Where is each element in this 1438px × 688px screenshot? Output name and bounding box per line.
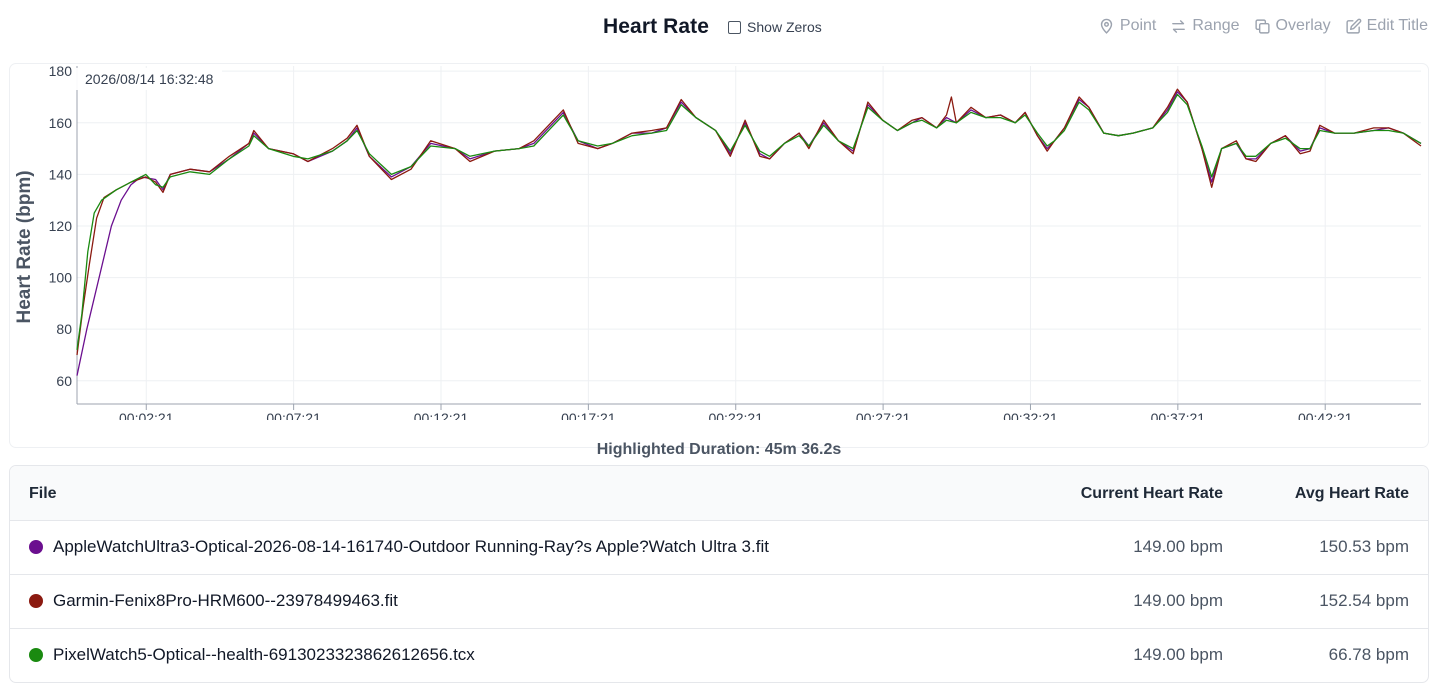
highlighted-duration: Highlighted Duration: 45m 36.2s (596, 441, 842, 458)
y-axis-label: Heart Rate (bpm) (14, 170, 35, 323)
series-color-dot (29, 540, 43, 554)
show-zeros-checkbox[interactable] (728, 20, 742, 34)
table-row[interactable]: PixelWatch5-Optical--health-691302332386… (10, 629, 1428, 682)
x-tick-label: 00:17:21 (561, 410, 616, 420)
x-tick-label: 00:27:21 (856, 410, 911, 420)
table-row[interactable]: Garmin-Fenix8Pro-HRM600--23978499463.fit… (10, 575, 1428, 629)
chart-title: Heart Rate (603, 15, 710, 38)
x-tick-label: 00:07:21 (266, 410, 321, 420)
chart-panel[interactable] (9, 63, 1429, 448)
current-heart-rate: 149.00 bpm (1133, 645, 1223, 664)
header-avg-heart-rate[interactable]: Avg Heart Rate (1294, 485, 1409, 502)
header-file[interactable]: File (29, 485, 57, 502)
x-tick-label: 00:32:21 (1003, 410, 1058, 420)
x-tick-label: 00:02:21 (119, 410, 174, 420)
file-name: AppleWatchUltra3-Optical-2026-08-14-1617… (53, 537, 769, 556)
arrows-exchange-icon (1172, 19, 1186, 33)
chart-toolbar: Point Range Overlay Edit Title (1098, 17, 1428, 35)
series-color-dot (29, 594, 43, 608)
files-table: File Current Heart Rate Avg Heart Rate A… (9, 465, 1429, 683)
map-pin-icon (1100, 18, 1113, 34)
chart-header: Heart Rate Show Zeros Point Range Overla… (0, 0, 1438, 58)
show-zeros-label: Show Zeros (747, 19, 822, 35)
overlay-label: Overlay (1275, 17, 1331, 34)
edit-title-label: Edit Title (1366, 17, 1428, 34)
edit-icon (1346, 18, 1361, 34)
series-line-1 (76, 91, 1422, 376)
heart-rate-chart[interactable]: 60 80 100 120 140 160 180 00:02:21 00:07:21 00:12… (0, 0, 1438, 420)
avg-heart-rate: 152.54 bpm (1319, 591, 1409, 610)
edit-title-button[interactable]: Edit Title (1345, 17, 1428, 35)
file-name: Garmin-Fenix8Pro-HRM600--23978499463.fit (53, 591, 398, 610)
avg-heart-rate: 150.53 bpm (1319, 537, 1409, 556)
current-heart-rate: 149.00 bpm (1133, 591, 1223, 610)
x-tick-label: 00:37:21 (1151, 410, 1206, 420)
y-tick-label: 140 (49, 166, 73, 182)
header-current-heart-rate[interactable]: Current Heart Rate (1080, 485, 1223, 502)
x-tick-label: 00:42:21 (1298, 410, 1353, 420)
y-tick-label: 120 (49, 218, 73, 234)
y-tick-label: 100 (49, 270, 73, 286)
timestamp-tooltip: 2026/08/14 16:32:48 (76, 68, 223, 90)
table-row[interactable]: AppleWatchUltra3-Optical-2026-08-14-1617… (10, 521, 1428, 575)
avg-heart-rate: 66.78 bpm (1328, 645, 1409, 664)
series-line-2 (76, 88, 1422, 356)
file-name: PixelWatch5-Optical--health-691302332386… (53, 645, 475, 664)
point-label: Point (1119, 17, 1157, 34)
title-group: Heart Rate Show Zeros (603, 15, 822, 39)
y-tick-label: 60 (56, 373, 72, 389)
point-button[interactable]: Point (1098, 17, 1156, 35)
series-color-dot (29, 648, 43, 662)
x-tick-label: 00:12:21 (414, 410, 469, 420)
range-button[interactable]: Range (1170, 17, 1240, 35)
overlay-button[interactable]: Overlay (1254, 17, 1331, 35)
show-zeros-toggle[interactable]: Show Zeros (728, 19, 822, 35)
current-heart-rate: 149.00 bpm (1133, 537, 1223, 556)
x-tick-label: 00:22:21 (708, 410, 763, 420)
y-tick-label: 160 (49, 115, 73, 131)
series-line-3 (76, 93, 1422, 350)
copy-icon (1254, 18, 1270, 34)
y-tick-label: 180 (49, 63, 73, 79)
table-header: File Current Heart Rate Avg Heart Rate (10, 466, 1428, 521)
y-tick-label: 80 (56, 321, 72, 337)
range-label: Range (1192, 17, 1240, 34)
